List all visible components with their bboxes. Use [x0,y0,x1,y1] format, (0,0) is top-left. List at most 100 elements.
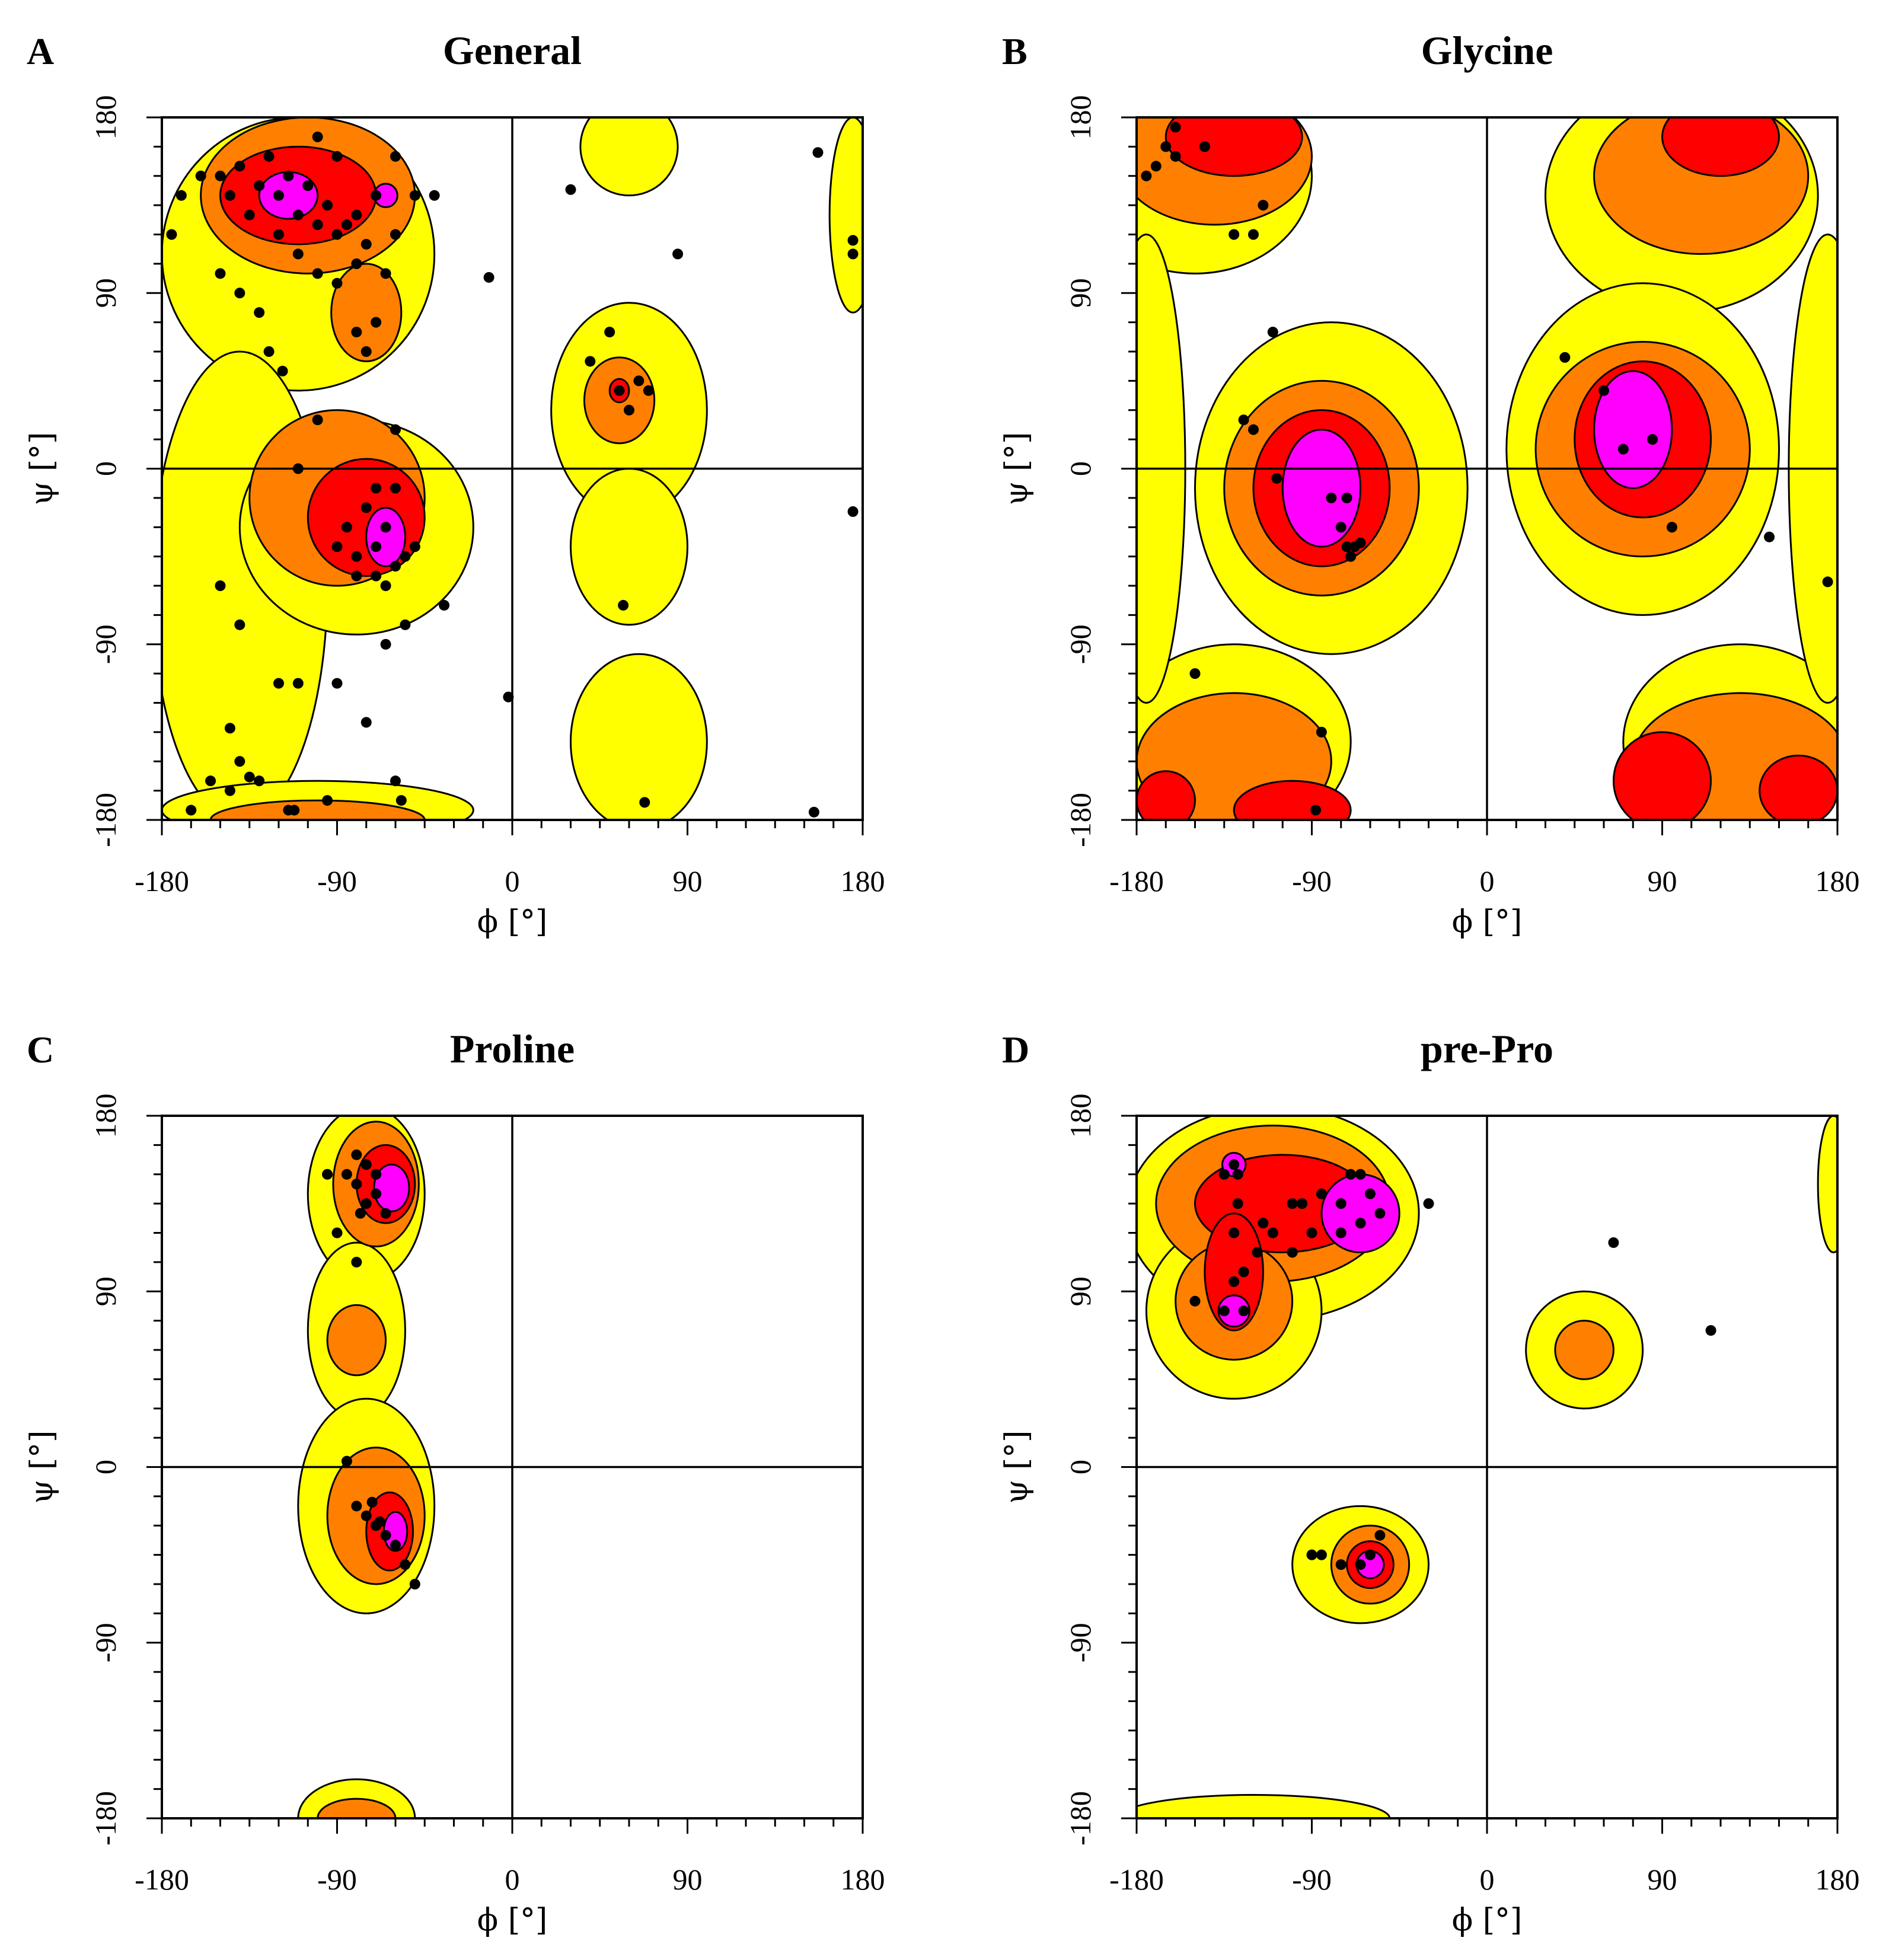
data-point [292,248,304,260]
data-point [400,551,411,562]
data-point [322,1169,333,1180]
data-point [1287,1198,1298,1209]
data-point [1252,1247,1263,1258]
data-point [312,219,323,231]
points-pre-pro [1189,1159,1716,1570]
data-point [483,272,494,283]
data-point [254,307,265,318]
data-point [1232,1198,1243,1209]
data-point [273,190,284,201]
data-point [312,414,323,426]
data-point [1335,522,1346,533]
data-point [371,570,382,582]
x-axis-label-general: ϕ [°] [477,904,548,940]
x-tick-label: -90 [317,864,357,898]
data-point [1764,531,1775,542]
data-point [633,375,644,387]
y-tick-label: 0 [89,1460,122,1474]
data-point [351,1256,362,1268]
regions-pre-pro [1137,1116,1837,1818]
panel-title-general: General [443,28,582,73]
data-point [429,190,440,201]
data-point [215,268,226,279]
data-point [1218,1305,1230,1317]
y-tick-label: -180 [89,793,122,847]
data-point [390,483,401,494]
region-allowed [828,117,863,314]
data-point [1705,1325,1716,1336]
data-point [390,775,401,787]
data-point [351,570,362,582]
panel-pre-pro: D pre-Pro -180 -90 0 90 180 -180 -90 0 9… [999,1026,1860,1938]
data-point [1287,1247,1298,1258]
data-point [244,771,255,783]
data-point [1617,443,1629,455]
y-tick-label: 180 [89,95,122,140]
y-axis-label-pre-pro: ψ [°] [999,1431,1035,1504]
data-point [1335,1559,1346,1570]
data-point [847,248,859,260]
data-point [176,190,187,201]
data-point [331,151,343,162]
x-axis-label-glycine: ϕ [°] [1452,904,1523,940]
data-point [1345,1169,1357,1180]
data-point [224,723,235,734]
data-point [1189,668,1201,679]
data-point [439,599,450,611]
y-tick-label: -180 [1064,1791,1097,1846]
x-tick-label: -180 [1109,864,1164,898]
region-allowed [570,653,708,820]
data-point [341,1169,352,1180]
x-axis-label-pre-pro: ϕ [°] [1452,1902,1523,1938]
data-point [341,1455,352,1467]
data-point [1822,576,1833,588]
data-point [289,805,300,816]
data-point [341,522,352,533]
data-point [224,190,235,201]
data-point [1355,1559,1366,1570]
data-point [371,190,382,201]
data-point [1666,522,1677,533]
x-tick-labels-glycine: -180 -90 0 90 180 [1109,864,1859,898]
data-point [371,317,382,328]
data-point [1229,1227,1240,1238]
x-tick-label: -180 [135,1863,189,1896]
region-core [1217,1294,1250,1328]
region-favored [330,263,403,362]
data-point [1248,229,1259,240]
regions-glycine [1137,117,1837,820]
data-point [808,806,819,818]
data-point [812,147,824,158]
x-tick-label: -180 [135,864,189,898]
data-point [847,506,859,517]
y-axis-label-general: ψ [°] [24,432,60,506]
data-point [1229,1159,1240,1170]
data-point [1608,1237,1619,1248]
data-point [409,541,420,553]
data-point [1310,805,1322,816]
data-point [331,1227,343,1238]
y-tick-label: -90 [89,1623,122,1662]
region-highly-favored [1759,754,1837,820]
data-point [380,1530,391,1541]
data-point [322,795,333,806]
data-point [322,200,333,211]
data-point [618,599,629,611]
x-tick-label: -90 [317,1863,357,1896]
region-highly-favored [1164,117,1303,177]
data-point [283,170,294,181]
data-point [312,268,323,279]
data-point [341,219,352,231]
data-point [331,277,343,289]
data-point [565,184,576,195]
data-point [205,775,216,787]
data-point [254,775,265,787]
x-tick-labels-pre-pro: -180 -90 0 90 180 [1109,1863,1859,1896]
data-point [1306,1549,1317,1560]
data-point [331,229,343,240]
y-tick-label: 0 [1064,461,1097,476]
y-tick-labels-pre-pro: -180 -90 0 90 180 [1064,1094,1097,1846]
data-point [1218,1169,1230,1180]
data-point [224,785,235,796]
